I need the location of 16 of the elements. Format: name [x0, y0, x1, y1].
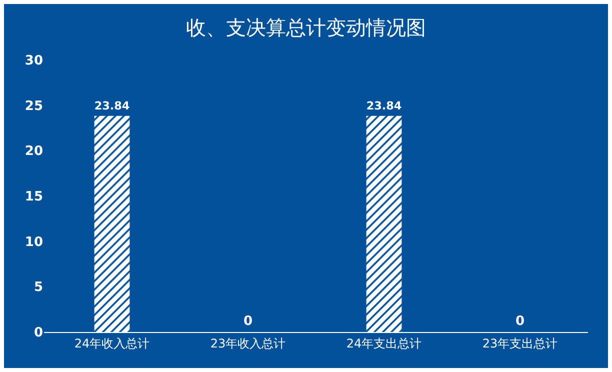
- data-label: 23.84: [366, 99, 402, 112]
- x-tick-label: 23年支出总计: [482, 336, 558, 350]
- y-tick-label: 20: [24, 144, 43, 160]
- y-tick-label: 0: [34, 326, 43, 341]
- chart-title: 收、支决算总计变动情况图: [186, 15, 426, 40]
- y-tick-label: 5: [34, 280, 43, 296]
- y-tick-label: 15: [24, 190, 43, 205]
- data-label: 0: [515, 314, 525, 329]
- y-tick-label: 25: [24, 98, 43, 114]
- y-tick-label: 30: [24, 54, 43, 69]
- x-tick-label: 24年支出总计: [346, 336, 422, 350]
- y-tick-label: 10: [24, 234, 43, 250]
- data-label: 0: [243, 314, 253, 329]
- x-tick-label: 23年收入总计: [210, 336, 286, 350]
- data-label: 23.84: [94, 99, 130, 112]
- x-tick-label: 24年收入总计: [74, 336, 150, 350]
